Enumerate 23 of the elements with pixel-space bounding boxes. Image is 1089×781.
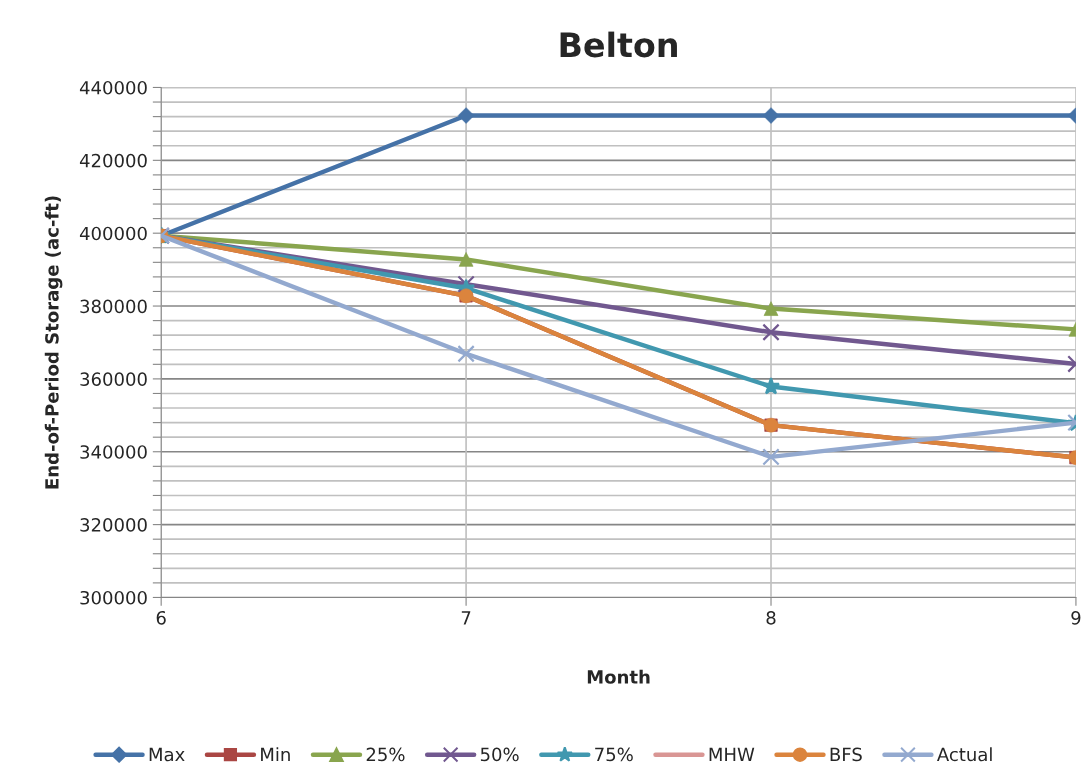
y-tick-label: 300000 [80,590,147,605]
x-tick-label: 7 [461,611,471,625]
legend-label: Min [261,747,290,761]
legend-label: 25% [366,747,405,762]
chart-title: Belton [560,31,677,58]
legend-label: BFS [830,747,862,762]
y-tick-label: 360000 [80,372,147,387]
y-tick-label: 440000 [79,80,147,95]
legend-label: Max [149,747,185,762]
legend-label: MHW [709,747,755,761]
x-axis-title: Month [587,669,650,684]
legend-label: 75% [595,747,633,762]
x-tick-label: 8 [766,610,776,625]
x-tick-label: 9 [1071,610,1081,625]
x-tick-label: 6 [156,610,166,625]
legend-label: 50% [480,747,519,762]
y-tick-label: 400000 [79,226,147,241]
legend-label: Actual [936,747,992,762]
y-axis-title: End-of-Period Storage (ac-ft) [44,196,63,489]
y-tick-label: 380000 [80,299,147,314]
y-tick-label: 320000 [80,518,147,532]
y-tick-label: 420000 [79,153,147,168]
y-tick-label: 340000 [80,445,147,459]
